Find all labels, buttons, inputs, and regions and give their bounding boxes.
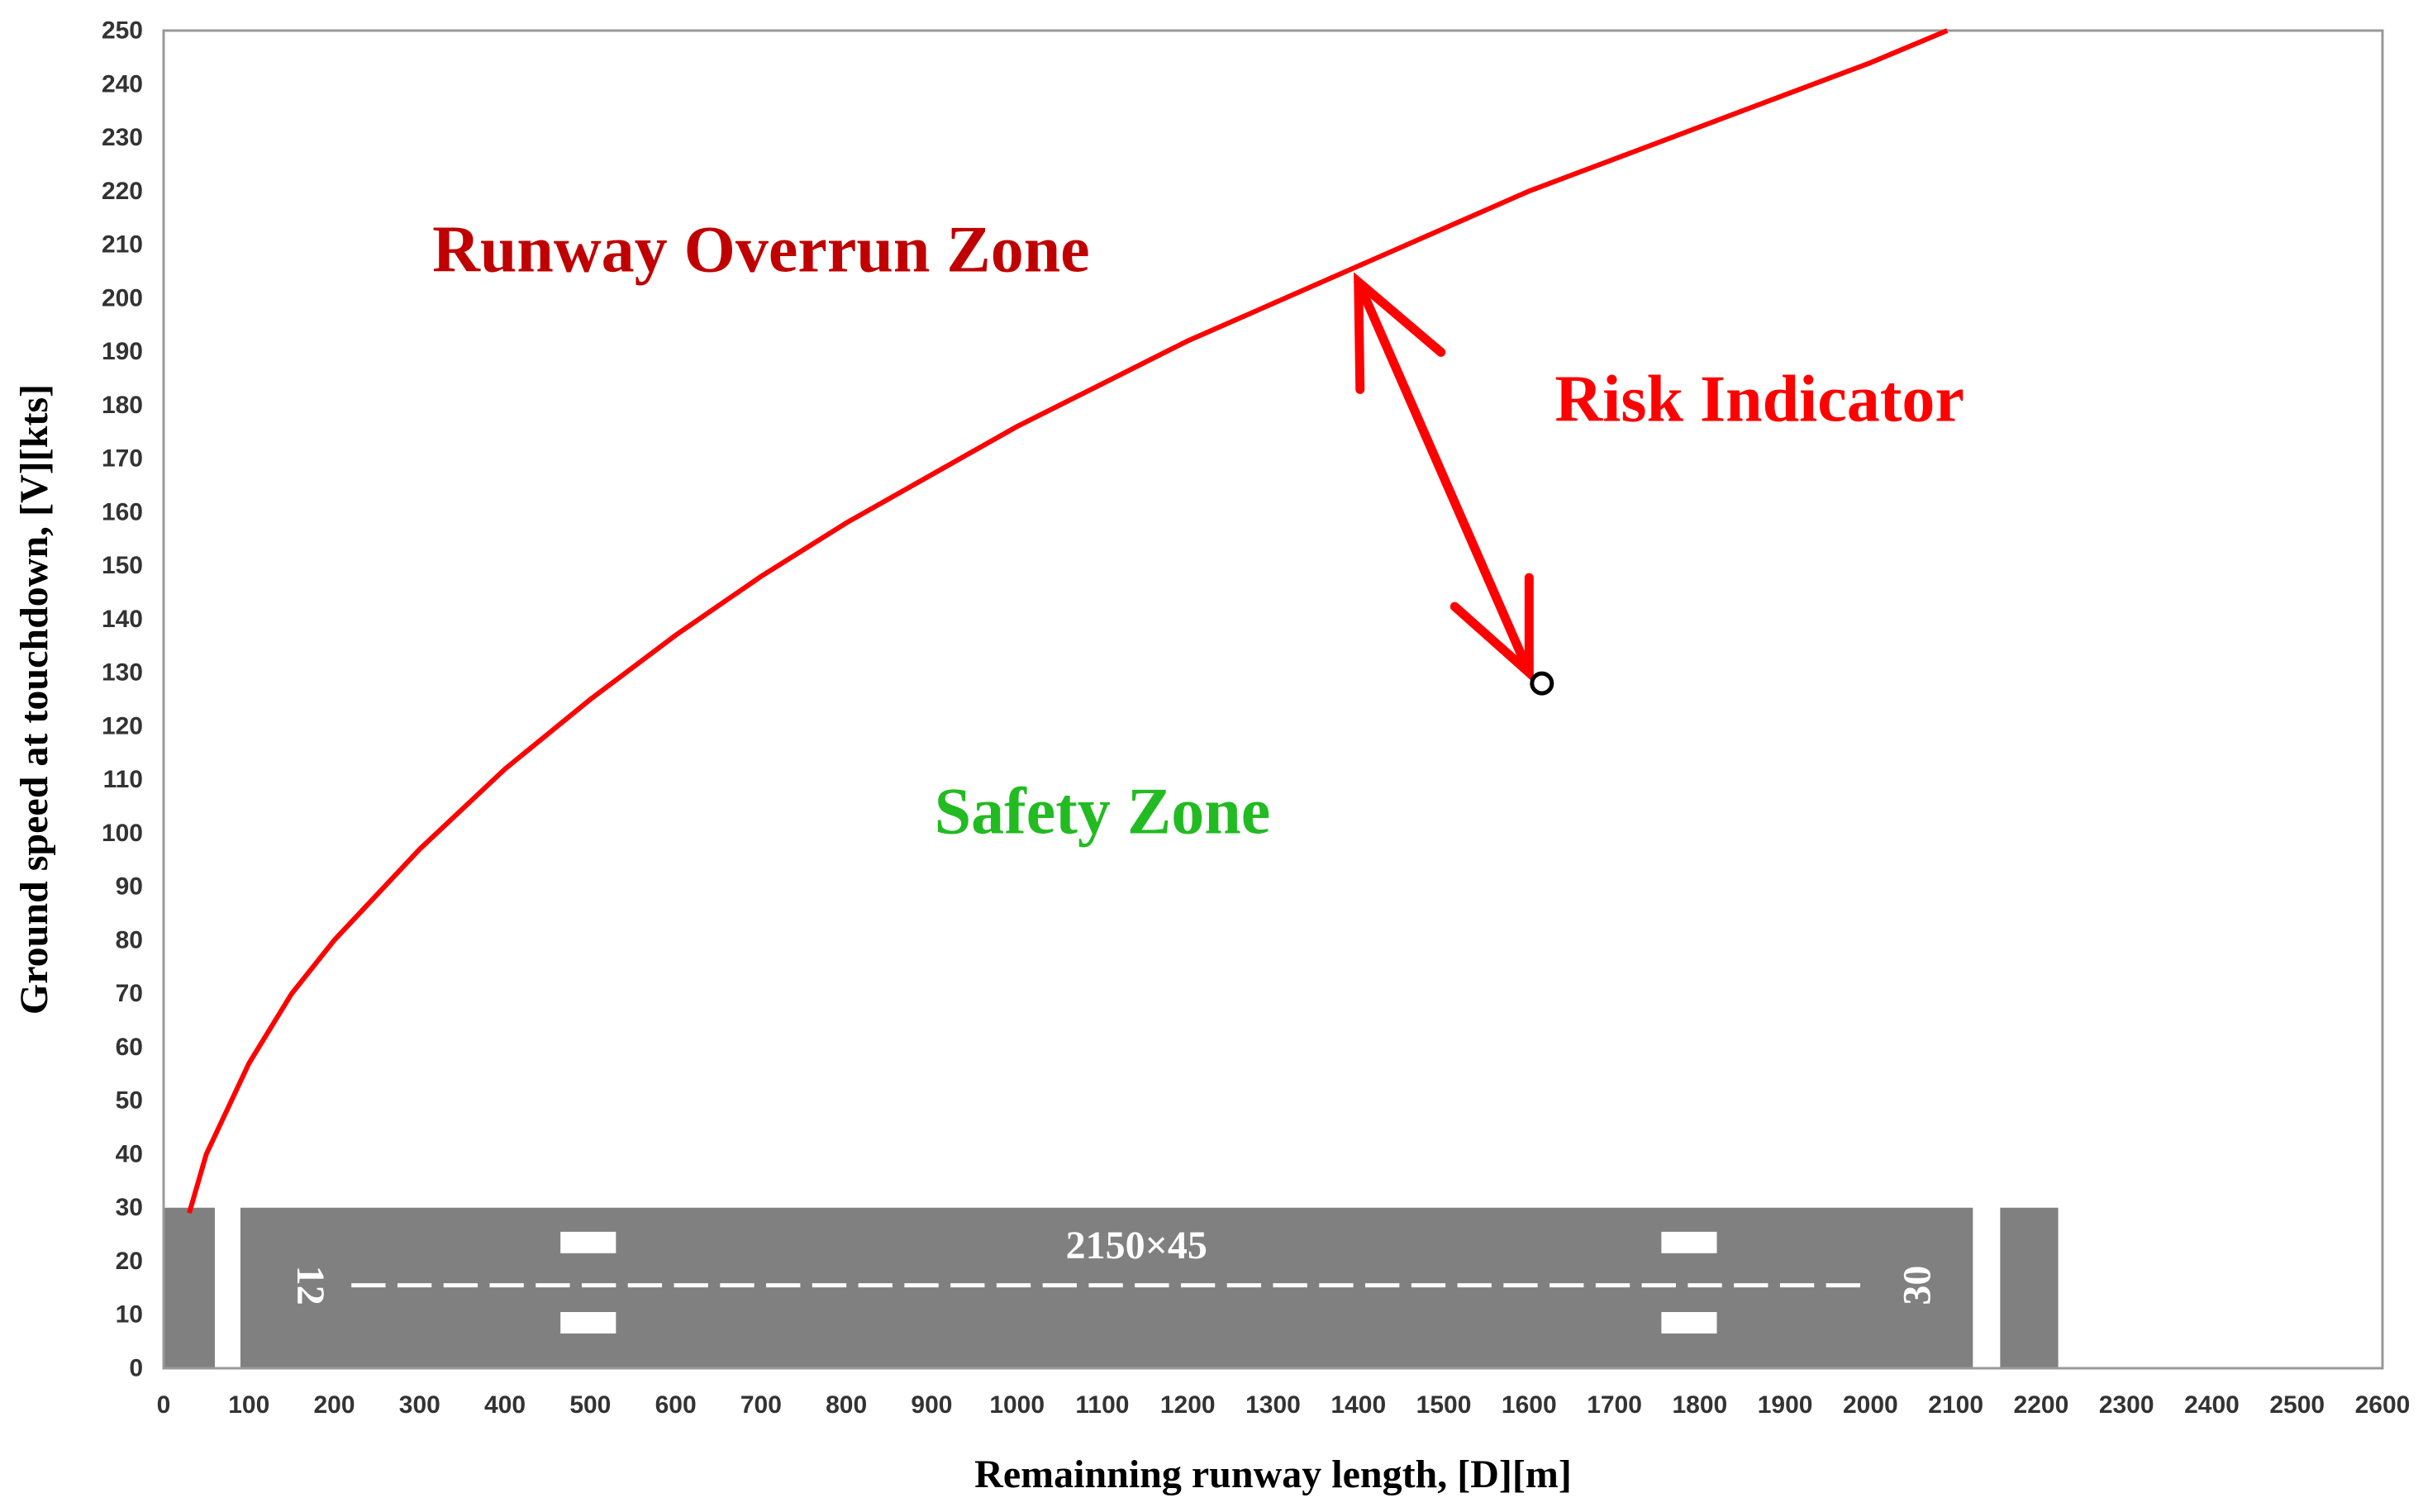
x-tick-label: 2400 bbox=[2184, 1391, 2240, 1419]
runway-overrun-left bbox=[164, 1207, 215, 1368]
y-tick-label: 130 bbox=[102, 659, 143, 687]
risk-arrow-head-bottom bbox=[1450, 573, 1534, 683]
x-tick-label: 2500 bbox=[2269, 1391, 2325, 1419]
overrun-boundary-curve bbox=[187, 28, 1949, 1215]
x-tick-label: 2100 bbox=[1928, 1391, 1983, 1419]
x-tick-label: 2200 bbox=[2014, 1391, 2069, 1419]
runway-marking bbox=[1661, 1312, 1717, 1334]
runway-overrun-right bbox=[2000, 1207, 2059, 1368]
y-tick-label: 30 bbox=[116, 1194, 143, 1221]
y-tick-label: 70 bbox=[116, 980, 143, 1007]
runway-marking bbox=[1661, 1231, 1717, 1253]
x-tick-label: 2000 bbox=[1843, 1391, 1898, 1419]
y-tick-label: 20 bbox=[116, 1248, 143, 1275]
x-tick-label: 1000 bbox=[989, 1391, 1045, 1419]
x-tick-label: 300 bbox=[399, 1391, 440, 1419]
runway-threshold-left: 12 bbox=[288, 1266, 332, 1305]
x-tick-label: 700 bbox=[740, 1391, 782, 1419]
annotations: Runway Overrun Zone Risk Indicator Safety … bbox=[432, 213, 1964, 848]
x-axis-title: Remainning runway length, [D][m] bbox=[974, 1453, 1572, 1496]
x-tick-label: 400 bbox=[484, 1391, 526, 1419]
risk-indicator-arrow bbox=[1354, 272, 1534, 683]
risk-arrow-shaft bbox=[1354, 277, 1534, 678]
runway-dimension-label: 2150×45 bbox=[1066, 1224, 1207, 1267]
y-axis-title: Ground speed at touchdown, [V][kts] bbox=[12, 384, 56, 1015]
x-tick-label: 1100 bbox=[1075, 1391, 1129, 1419]
y-tick-label: 40 bbox=[116, 1140, 143, 1167]
x-tick-label: 800 bbox=[826, 1391, 867, 1419]
y-tick-label: 180 bbox=[102, 392, 143, 419]
x-tick-label: 200 bbox=[314, 1391, 355, 1419]
y-axis: 0 10 20 30 40 50 60 70 80 90 100 110 120 130 140 150 160… bbox=[102, 17, 143, 1382]
y-tick-label: 0 bbox=[129, 1355, 143, 1382]
y-tick-label: 50 bbox=[116, 1087, 143, 1115]
x-tick-label: 2300 bbox=[2099, 1391, 2154, 1419]
y-tick-label: 120 bbox=[102, 712, 143, 739]
y-tick-label: 90 bbox=[116, 873, 143, 901]
y-tick-label: 160 bbox=[102, 498, 143, 525]
y-tick-label: 220 bbox=[102, 178, 143, 205]
x-tick-label: 100 bbox=[228, 1391, 269, 1419]
x-tick-label: 1900 bbox=[1758, 1391, 1813, 1419]
x-tick-label: 1300 bbox=[1245, 1391, 1301, 1419]
y-tick-label: 200 bbox=[102, 284, 143, 311]
x-tick-label: 1700 bbox=[1587, 1391, 1642, 1419]
y-tick-label: 140 bbox=[102, 606, 143, 633]
y-tick-label: 170 bbox=[102, 445, 143, 473]
risk-indicator-label: Risk Indicator bbox=[1554, 364, 1964, 436]
safety-zone-label: Safety Zone bbox=[935, 775, 1271, 848]
plot-frame bbox=[162, 29, 2384, 1370]
x-tick-label: 900 bbox=[911, 1391, 952, 1419]
y-tick-label: 110 bbox=[103, 766, 143, 793]
runway-overrun-zone-label: Runway Overrun Zone bbox=[432, 213, 1090, 286]
x-tick-label: 0 bbox=[157, 1391, 171, 1419]
risk-arrow-head-top bbox=[1354, 272, 1446, 394]
y-tick-label: 60 bbox=[116, 1034, 143, 1061]
touchdown-point bbox=[1530, 671, 1554, 696]
runway: 2150×45 12 30 bbox=[164, 1207, 2059, 1368]
y-tick-label: 230 bbox=[102, 124, 143, 151]
x-tick-label: 1500 bbox=[1416, 1391, 1472, 1419]
y-tick-label: 150 bbox=[102, 552, 143, 579]
x-tick-label: 500 bbox=[569, 1391, 611, 1419]
x-tick-label: 1800 bbox=[1672, 1391, 1727, 1419]
x-tick-label: 2600 bbox=[2355, 1391, 2411, 1419]
y-tick-label: 240 bbox=[102, 70, 143, 97]
y-tick-label: 210 bbox=[102, 231, 143, 259]
x-tick-label: 1200 bbox=[1160, 1391, 1216, 1419]
y-tick-label: 80 bbox=[116, 926, 143, 953]
x-tick-label: 1400 bbox=[1331, 1391, 1386, 1419]
x-axis: 0 100 200 300 400 500 600 700 800 900 1000 1100 1200… bbox=[157, 1391, 2411, 1419]
runway-marking bbox=[560, 1312, 616, 1334]
y-tick-label: 100 bbox=[102, 820, 143, 847]
x-tick-label: 600 bbox=[655, 1391, 697, 1419]
y-tick-label: 10 bbox=[116, 1301, 143, 1329]
x-tick-label: 1600 bbox=[1502, 1391, 1557, 1419]
runway-threshold-right: 30 bbox=[1896, 1266, 1940, 1305]
runway-marking bbox=[560, 1231, 616, 1253]
y-tick-label: 250 bbox=[102, 17, 143, 45]
y-tick-label: 190 bbox=[102, 338, 143, 365]
